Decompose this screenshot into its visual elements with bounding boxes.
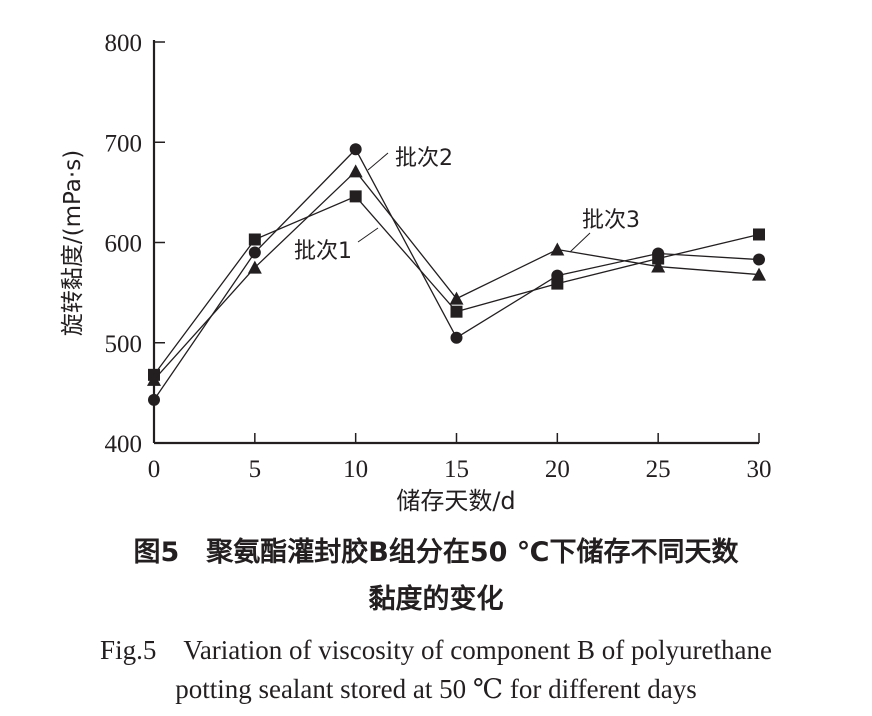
series-line-批次2 <box>153 148 760 401</box>
label-leader-line <box>367 152 389 171</box>
marker-circle <box>349 143 362 156</box>
marker-square <box>450 305 463 318</box>
marker-circle <box>248 246 261 259</box>
marker-circle <box>551 269 564 282</box>
x-tick-label: 30 <box>747 456 772 483</box>
caption-cn-line2: 黏度的变化 <box>368 584 504 615</box>
x-tick-label: 15 <box>444 456 469 483</box>
label-leader-line <box>569 232 591 253</box>
marker-square <box>349 190 362 203</box>
marker-circle <box>652 247 665 260</box>
marker-square <box>248 233 261 246</box>
y-axis-label: 旋转黏度/(mPa·s) <box>60 150 86 336</box>
y-tick-label: 800 <box>105 30 143 57</box>
series-label: 批次2 <box>395 146 453 171</box>
marker-square <box>753 228 765 241</box>
x-tick-label: 0 <box>148 456 161 483</box>
x-axis-label: 储存天数/d <box>396 487 515 515</box>
y-tick-label: 500 <box>105 331 143 358</box>
marker-circle <box>753 253 765 266</box>
caption-en-line2: potting sealant stored at 50 ℃ for diffe… <box>175 674 697 704</box>
marker-triangle <box>651 259 666 273</box>
caption-cn-line1: 图5 聚氨酯灌封胶B组分在50 ℃下储存不同天数 <box>133 537 739 568</box>
x-tick-label: 5 <box>249 456 262 483</box>
x-tick-label: 20 <box>545 456 570 483</box>
y-tick-label: 700 <box>105 130 143 157</box>
marker-triangle <box>550 242 565 256</box>
series-line-批次1 <box>153 195 760 376</box>
label-leader-line <box>357 227 379 243</box>
caption-en-line1: Fig.5 Variation of viscosity of componen… <box>100 635 772 665</box>
marker-circle <box>148 393 160 406</box>
y-tick-label: 400 <box>105 431 143 458</box>
x-tick-label: 25 <box>646 456 671 483</box>
marker-circle <box>450 331 463 344</box>
x-tick-label: 10 <box>343 456 368 483</box>
marker-triangle <box>752 267 766 281</box>
marker-triangle <box>449 291 464 305</box>
y-tick-label: 600 <box>105 231 143 258</box>
line-chart: 400 500 600 700 800 0 5 10 15 20 25 30 储存天数/d 旋转黏度/(m… <box>60 30 772 515</box>
series-label: 批次1 <box>294 239 352 264</box>
marker-triangle <box>147 372 161 386</box>
marker-triangle <box>247 260 262 274</box>
series-line-批次3 <box>153 170 760 381</box>
marker-triangle <box>348 164 363 178</box>
series-label: 批次3 <box>582 208 640 233</box>
